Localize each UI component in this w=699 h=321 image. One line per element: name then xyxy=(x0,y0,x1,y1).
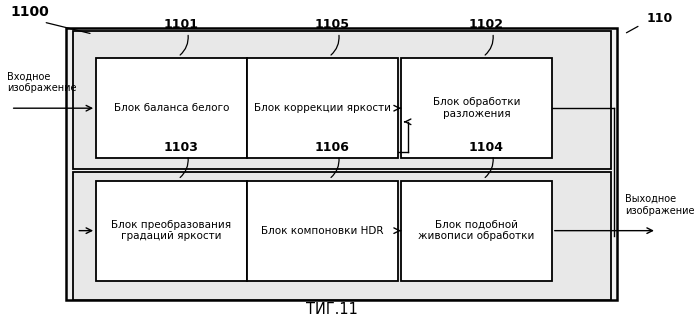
Text: 1103: 1103 xyxy=(164,141,199,153)
Text: 1106: 1106 xyxy=(315,141,350,153)
Bar xyxy=(401,181,552,281)
Text: Блок коррекции яркости: Блок коррекции яркости xyxy=(254,103,391,113)
Text: Блок компоновки HDR: Блок компоновки HDR xyxy=(261,226,384,236)
Text: Блок преобразования
градаций яркости: Блок преобразования градаций яркости xyxy=(111,220,231,241)
Bar xyxy=(73,31,611,169)
Text: Входное
изображение: Входное изображение xyxy=(8,72,77,93)
Text: Блок обработки
разложения: Блок обработки разложения xyxy=(433,97,520,119)
Text: 1102: 1102 xyxy=(469,18,504,31)
Text: 110: 110 xyxy=(647,12,673,25)
Bar xyxy=(96,181,247,281)
Text: 1101: 1101 xyxy=(164,18,199,31)
Bar xyxy=(247,58,398,158)
Bar xyxy=(247,181,398,281)
Bar xyxy=(66,28,617,300)
Text: 1105: 1105 xyxy=(315,18,350,31)
Bar xyxy=(73,172,611,300)
Text: 1104: 1104 xyxy=(469,141,504,153)
Text: Блок подобной
живописи обработки: Блок подобной живописи обработки xyxy=(418,220,535,241)
Text: ΤИГ.11: ΤИГ.11 xyxy=(306,302,358,317)
Text: Выходное
изображение: Выходное изображение xyxy=(626,194,695,215)
Text: Блок баланса белого: Блок баланса белого xyxy=(114,103,229,113)
Bar xyxy=(96,58,247,158)
Bar xyxy=(401,58,552,158)
Text: 1100: 1100 xyxy=(10,5,50,19)
